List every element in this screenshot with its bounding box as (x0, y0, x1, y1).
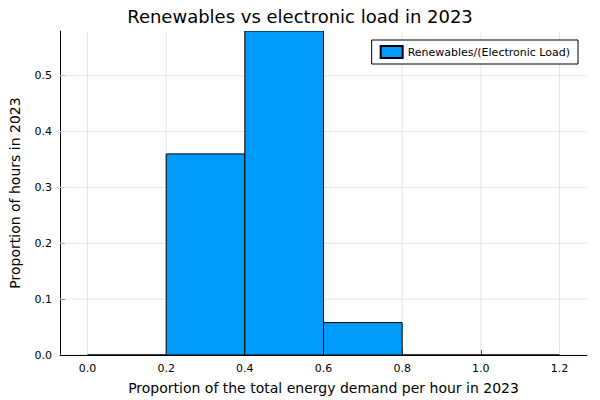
svg-text:0.1: 0.1 (35, 293, 53, 306)
svg-text:Renewables/(Electronic Load): Renewables/(Electronic Load) (408, 46, 570, 59)
svg-text:0.8: 0.8 (393, 362, 411, 375)
svg-text:0.4: 0.4 (236, 362, 254, 375)
svg-text:0.0: 0.0 (79, 362, 97, 375)
svg-text:0.3: 0.3 (35, 181, 53, 194)
svg-text:0.0: 0.0 (35, 349, 53, 362)
svg-text:1.2: 1.2 (551, 362, 569, 375)
svg-text:0.2: 0.2 (35, 237, 53, 250)
svg-text:1.0: 1.0 (472, 362, 490, 375)
svg-text:0.6: 0.6 (315, 362, 333, 375)
svg-text:Renewables vs electronic load: Renewables vs electronic load in 2023 (127, 6, 473, 27)
svg-text:Proportion of hours in 2023: Proportion of hours in 2023 (7, 97, 23, 288)
svg-text:0.5: 0.5 (35, 69, 53, 82)
svg-text:Proportion of the total energy: Proportion of the total energy demand pe… (128, 380, 519, 396)
svg-text:0.4: 0.4 (35, 125, 53, 138)
svg-text:0.2: 0.2 (157, 362, 175, 375)
